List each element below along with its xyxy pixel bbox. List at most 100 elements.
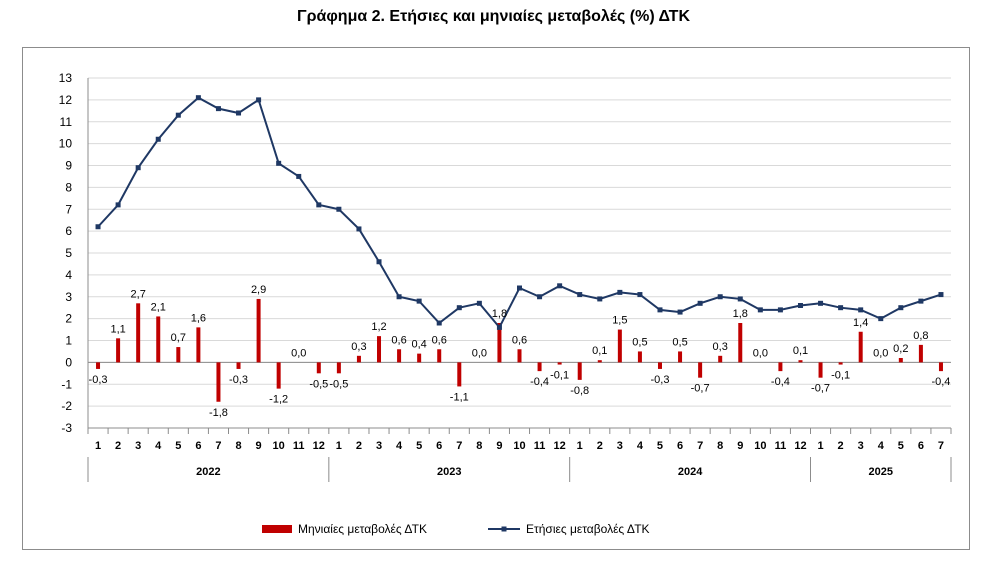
bar: [356, 355, 361, 363]
line-marker: [517, 285, 522, 291]
bar: [377, 336, 382, 363]
bar: [778, 362, 783, 372]
bar: [617, 329, 622, 363]
y-tick-label: 13: [59, 71, 73, 85]
y-tick-label: -3: [61, 421, 72, 435]
data-label: 0,0: [472, 347, 487, 359]
month-label: 3: [135, 440, 141, 452]
data-label: -0,7: [691, 383, 710, 395]
data-label: -0,1: [831, 370, 850, 382]
y-tick-label: 5: [65, 246, 72, 260]
data-label: 0,4: [412, 339, 427, 351]
year-label: 2022: [196, 466, 220, 478]
line-marker: [496, 324, 502, 330]
data-label: -0,1: [550, 370, 569, 382]
line-marker: [195, 95, 201, 101]
data-label: 0,2: [893, 343, 908, 355]
line-marker: [537, 294, 543, 300]
bar-series: [96, 298, 943, 402]
line-marker: [236, 110, 242, 116]
year-label: 2023: [437, 466, 461, 478]
month-label: 4: [637, 440, 644, 452]
bar: [497, 323, 502, 363]
y-tick-label: 8: [65, 180, 72, 194]
y-tick-label: 2: [65, 312, 72, 326]
bar: [678, 351, 683, 363]
line-marker: [276, 160, 282, 166]
data-label: 0,5: [672, 336, 687, 348]
month-label: 5: [175, 440, 181, 452]
bar: [838, 362, 843, 365]
bar: [216, 362, 221, 402]
data-label: 0,5: [632, 336, 647, 348]
line-marker: [717, 294, 723, 300]
data-label: 0,3: [713, 341, 728, 353]
legend-swatch-bar: [262, 525, 292, 533]
line-marker: [777, 307, 783, 313]
chart-title: Γράφημα 2. Ετήσιες και μηνιαίες μεταβολέ…: [297, 8, 690, 25]
month-label: 7: [697, 440, 703, 452]
line-marker: [396, 294, 402, 300]
data-label: -1,8: [209, 407, 228, 419]
month-label: 9: [256, 440, 262, 452]
bar: [256, 298, 261, 363]
line-marker: [858, 307, 864, 313]
month-label: 7: [215, 440, 221, 452]
y-tick-label: 10: [59, 137, 73, 151]
year-label: 2025: [869, 466, 893, 478]
month-label: 5: [898, 440, 904, 452]
bar: [557, 362, 562, 365]
line-marker: [356, 226, 362, 232]
data-label: -0,5: [329, 378, 348, 390]
line-marker: [637, 292, 643, 298]
line-marker: [175, 112, 181, 118]
legend-label: Ετήσιες μεταβολές ΔΤΚ: [526, 522, 650, 536]
line-marker: [215, 106, 221, 112]
y-tick-label: -1: [61, 377, 72, 391]
chart-frame: [22, 47, 970, 550]
bar: [417, 353, 422, 363]
bar: [858, 331, 863, 363]
line-marker: [677, 309, 683, 315]
line-marker: [697, 300, 703, 306]
y-tick-label: 7: [65, 202, 72, 216]
bar: [597, 360, 602, 363]
line-marker: [838, 305, 844, 311]
bar: [637, 351, 642, 363]
line-marker: [617, 289, 623, 295]
bar: [156, 316, 161, 363]
month-label: 9: [496, 440, 502, 452]
data-label: 0,8: [913, 330, 928, 342]
bar: [276, 362, 281, 389]
x-axis: 1 2 3 4 5 6 7 8 9 10 11 12 1 2 3 4 5 6 7 8 9 10 11 12 1 2 3 4 5 6 7 8 9 1…: [87, 427, 952, 482]
month-label: 3: [376, 440, 382, 452]
bar: [196, 327, 201, 363]
data-label: -0,3: [651, 374, 670, 386]
data-label: 1,6: [191, 312, 206, 324]
data-label: 1,8: [492, 308, 507, 320]
line-marker: [898, 305, 904, 311]
line-marker: [938, 292, 944, 298]
month-label: 2: [115, 440, 121, 452]
data-label: 2,1: [151, 301, 166, 313]
month-label: 8: [476, 440, 482, 452]
month-label: 11: [534, 440, 546, 452]
line-marker: [476, 300, 482, 306]
month-label: 4: [878, 440, 885, 452]
y-tick-label: 1: [65, 334, 72, 348]
month-label: 5: [416, 440, 422, 452]
month-label: 12: [313, 440, 325, 452]
bar: [96, 362, 101, 369]
data-label: -0,4: [530, 376, 549, 388]
year-label: 2024: [678, 466, 703, 478]
data-label: 0,7: [171, 332, 186, 344]
bar: [316, 362, 321, 374]
data-labels: -0,3 1,1 2,7 2,1 0,7 1,6 -1,8 -0,3 2,9 -1,2 0,0 -0,…: [89, 284, 951, 419]
month-label: 10: [754, 440, 766, 452]
data-label: 0,6: [432, 334, 447, 346]
bar: [738, 323, 743, 363]
line-marker: [918, 298, 924, 304]
month-label: 1: [95, 440, 101, 452]
data-label: -0,4: [771, 376, 790, 388]
month-label: 6: [918, 440, 924, 452]
